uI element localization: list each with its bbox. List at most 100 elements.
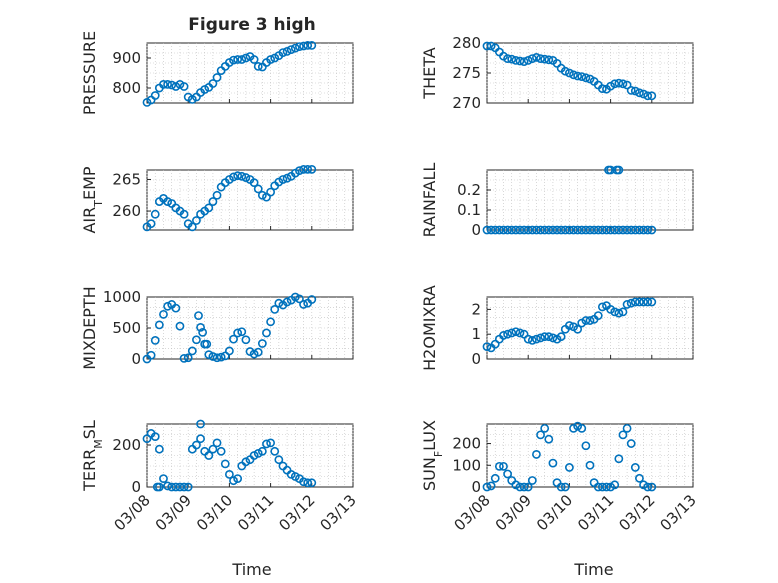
data-point <box>618 225 628 235</box>
data-point <box>262 328 271 338</box>
y-tick-label: 0.2 <box>457 181 481 199</box>
subplot-pressure: 800 900 PRESSURE <box>80 31 354 115</box>
y-tick-label: 265 <box>112 170 141 188</box>
data-point <box>486 225 496 235</box>
data-point <box>544 55 554 65</box>
data-point <box>556 482 566 492</box>
data-point <box>266 187 275 197</box>
data-point <box>303 478 313 488</box>
data-point <box>216 352 226 362</box>
data-point <box>154 320 164 330</box>
data-point <box>486 481 496 491</box>
data-point <box>237 55 247 64</box>
data-point <box>581 441 591 451</box>
data-point <box>146 350 156 360</box>
data-point <box>192 440 201 450</box>
x-axis-label-left: Time <box>231 560 271 579</box>
data-point <box>224 469 234 479</box>
data-point <box>606 165 615 175</box>
data-point <box>647 297 657 307</box>
y-tick-label: 900 <box>112 49 141 67</box>
data-point <box>224 346 234 356</box>
data-point <box>581 316 591 325</box>
y-tick-label: 200 <box>452 435 481 453</box>
data-point <box>581 73 591 83</box>
data-point <box>532 53 541 62</box>
data-point <box>544 434 554 444</box>
data-point <box>556 225 566 235</box>
data-point <box>593 482 603 492</box>
data-point <box>208 352 218 361</box>
data-point <box>519 57 529 66</box>
data-point <box>540 332 550 342</box>
data-point <box>150 209 160 219</box>
data-point <box>593 311 603 320</box>
x-tick-label: 03/12 <box>615 491 658 534</box>
data-point <box>194 311 203 320</box>
data-point <box>511 56 521 65</box>
data-point <box>643 91 653 101</box>
x-tick-label: 03/09 <box>492 491 535 534</box>
data-point <box>249 178 259 188</box>
data-point <box>274 298 284 308</box>
data-point <box>626 298 636 308</box>
data-point <box>270 446 280 456</box>
x-tick-label: 03/08 <box>451 491 494 534</box>
data-point <box>282 297 292 307</box>
data-point <box>519 225 529 235</box>
data-point <box>565 225 574 235</box>
y-axis-label: AIRTEMP <box>80 166 105 233</box>
data-point <box>622 300 632 309</box>
data-point <box>253 347 263 357</box>
data-point <box>536 430 545 440</box>
data-point <box>577 225 587 235</box>
data-point <box>639 89 648 99</box>
series-markers <box>482 41 657 101</box>
data-point <box>544 225 554 235</box>
data-point <box>560 225 570 235</box>
y-tick-label: 1000 <box>103 288 141 306</box>
data-point <box>163 481 172 491</box>
data-point <box>597 482 607 492</box>
data-point <box>482 342 492 351</box>
x-tick-label: 03/11 <box>234 491 277 534</box>
data-point <box>278 48 288 57</box>
data-point <box>540 54 550 64</box>
data-point <box>589 225 599 235</box>
data-point <box>544 332 554 342</box>
series-markers <box>142 41 317 107</box>
data-point <box>241 53 251 63</box>
y-tick-label: 100 <box>452 456 481 474</box>
data-point <box>639 297 648 307</box>
data-point <box>511 327 521 337</box>
data-point <box>622 225 632 235</box>
data-point <box>150 335 160 345</box>
data-point <box>622 80 632 90</box>
data-point <box>187 346 197 356</box>
subplot-air-temp: 260 265 AIRTEMP <box>80 164 354 234</box>
data-point <box>552 225 562 235</box>
data-point <box>171 482 181 492</box>
y-axis-label: PRESSURE <box>80 31 99 115</box>
grid-lines <box>486 43 694 103</box>
data-point <box>569 70 578 80</box>
data-point <box>299 41 308 51</box>
y-tick-label: 0.1 <box>457 201 481 219</box>
data-point <box>299 477 308 487</box>
y-axis-label: THETA <box>420 47 439 99</box>
series-markers <box>482 297 657 353</box>
data-point <box>307 41 317 50</box>
data-point <box>266 438 275 448</box>
data-point <box>290 292 300 302</box>
y-tick-label: 0 <box>471 221 481 239</box>
data-point <box>647 91 657 101</box>
data-point <box>610 79 620 89</box>
data-point <box>204 451 214 460</box>
y-axis-label: H2OMIXRA <box>420 285 439 371</box>
data-point <box>233 171 243 181</box>
data-point <box>527 225 537 235</box>
y-tick-label: 0 <box>471 478 481 496</box>
data-point <box>499 331 508 340</box>
